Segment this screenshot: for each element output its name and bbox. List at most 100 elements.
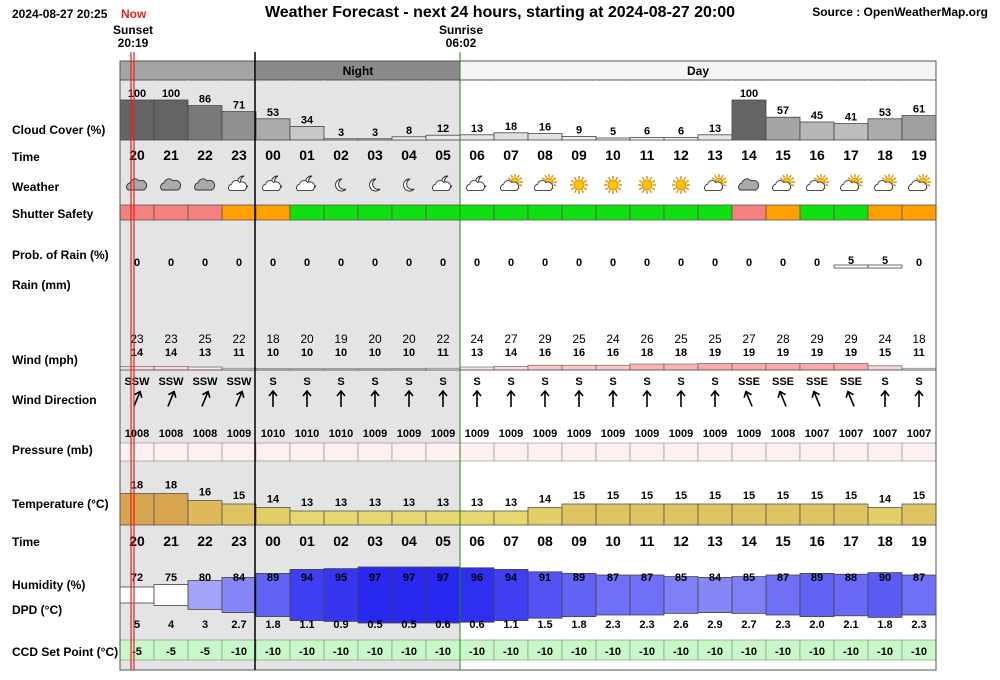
pressure-value: 1009 [669,428,693,440]
temperature-value: 13 [369,497,381,509]
pressure-value: 1008 [125,428,149,440]
temperature-value: 15 [845,490,857,502]
row-label-pressure: Pressure (mb) [12,443,93,457]
cloud-cover-value: 61 [913,104,925,116]
wind-direction-label: SSW [192,376,218,388]
sun-ray [607,189,611,194]
pressure-cell [527,442,563,462]
temperature-value: 15 [641,490,653,502]
wind-arrow-icon [608,389,618,407]
now-label: Now [121,7,147,21]
dpd-value: 2.3 [911,619,926,631]
hour-label: 21 [163,533,179,549]
hour-label: 22 [197,533,213,549]
row-label-weather: Weather [12,180,59,194]
dpd-value: 4 [168,619,175,631]
humidity-value: 84 [709,572,722,584]
sun-ray [890,174,894,179]
cloud-shape [704,180,724,192]
row-label-shutter: Shutter Safety [12,207,94,221]
wind-gust-value: 25 [572,332,586,346]
rain-probability-value: 5 [848,255,854,267]
shutter-safety-cell [459,204,495,221]
pressure-cell [255,442,291,462]
humidity-bar [221,577,257,614]
rain-probability-value: 0 [440,257,446,269]
wind-speed-value: 11 [437,347,449,359]
hour-label: 18 [877,147,893,163]
wind-gust-value: 19 [334,332,348,346]
cloud-cover-value: 100 [128,88,146,100]
temperature-bar [323,510,359,526]
dpd-value: 1.5 [537,619,552,631]
wind-gust-value: 24 [606,332,620,346]
humidity-value: 80 [199,572,211,584]
current-timestamp: 2024-08-27 20:25 [12,7,108,21]
shutter-safety-cell [255,204,291,221]
cloud-shape [840,180,860,192]
wind-gust-value: 20 [402,332,416,346]
arrow-head [202,390,211,398]
cloud-cover-value: 45 [811,110,823,122]
rain-probability-value: 0 [576,257,582,269]
wind-speed-bar [867,365,903,371]
sun-ray [604,179,609,183]
humidity-value: 97 [369,572,381,584]
partly-cloudy-night-icon [432,175,453,192]
arrow-head [540,389,550,397]
pressure-value: 1010 [261,428,285,440]
pressure-value: 1009 [737,428,761,440]
pressure-cell [765,442,801,462]
hour-label: 13 [707,533,723,549]
wind-speed-value: 19 [743,347,755,359]
pressure-value: 1007 [873,428,897,440]
pressure-value: 1007 [805,428,829,440]
wind-speed-value: 11 [233,347,245,359]
humidity-bar [731,576,767,614]
shutter-safety-cell [833,204,869,221]
pressure-cell [697,442,733,462]
temperature-value: 13 [335,497,347,509]
cloud-cover-bar [425,134,461,141]
dpd-value: 0.5 [401,619,416,631]
shutter-safety-cell [867,204,903,221]
partly-cloudy-day-icon [534,174,557,192]
wind-speed-value: 10 [301,347,313,359]
humidity-value: 75 [165,572,177,584]
temperature-bar [357,510,393,526]
cloud-cover-bar [255,118,291,141]
pressure-cell [119,442,155,462]
rain-probability-value: 5 [882,255,888,267]
wind-speed-bar [731,363,767,371]
humidity-value: 97 [437,572,449,584]
pressure-cell [663,442,699,462]
sun-ray [824,183,829,187]
shutter-safety-cell [187,204,223,221]
humidity-value: 90 [879,572,891,584]
temperature-bar [527,507,563,526]
cloud-shape [738,178,760,191]
wind-arrow-icon [302,389,312,407]
cloud-cover-value: 6 [678,126,684,138]
partly-cloudy-night-icon [228,175,249,192]
shutter-safety-cell [153,204,189,221]
cloud-cover-bar [629,137,665,141]
shutter-safety-cell [391,204,427,221]
sun-ray [858,183,863,187]
humidity-value: 85 [743,572,755,584]
pressure-cell [357,442,393,462]
wind-speed-bar [527,364,563,371]
temperature-value: 13 [301,497,313,509]
temperature-bar [187,500,223,526]
sun-ray [617,179,622,183]
hour-label: 11 [640,533,655,549]
wind-speed-bar [765,363,801,371]
wind-speed-value: 15 [879,347,891,359]
cloud-cover-value: 57 [777,105,789,117]
dpd-value: 3 [202,619,208,631]
cloud-cover-bar [459,134,495,141]
humidity-value: 95 [335,572,347,584]
cloud-cover-bar [867,118,903,141]
sun-disc [675,179,687,191]
moon-shape [403,178,415,192]
